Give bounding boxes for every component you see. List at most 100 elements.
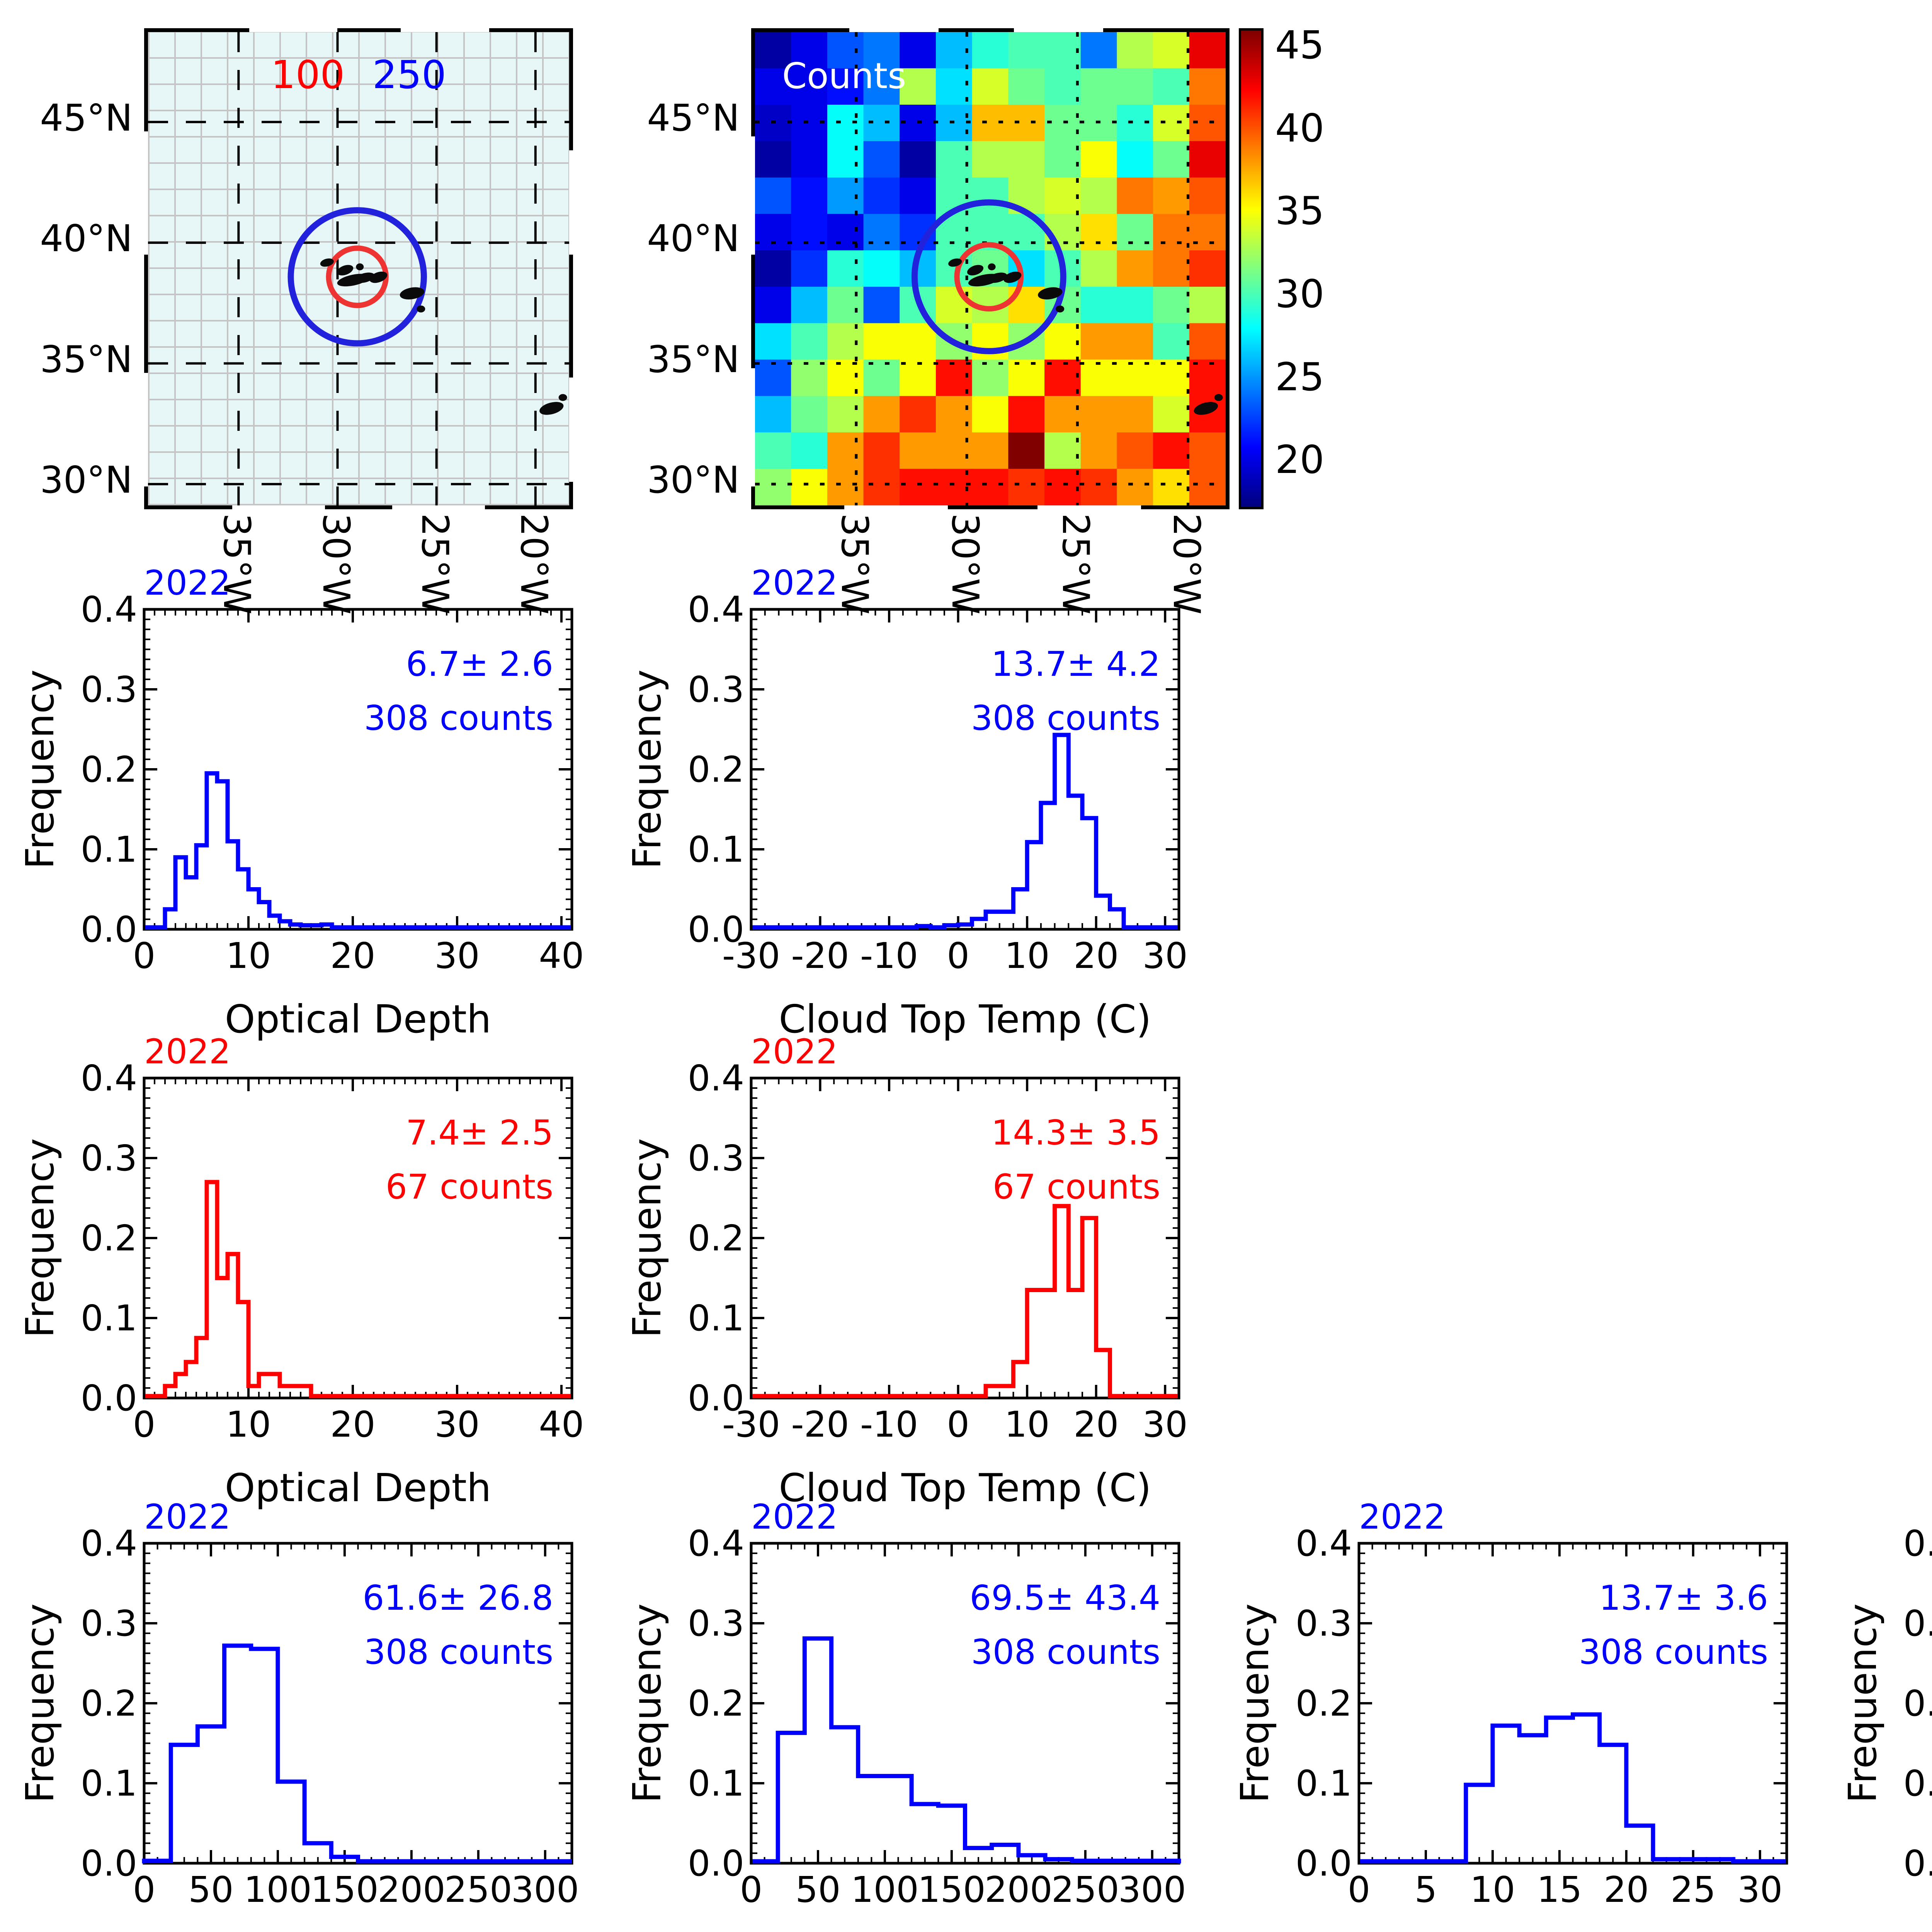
island-marker <box>1056 305 1065 313</box>
y-tick-label: 0.4 <box>1903 1523 1932 1564</box>
y-tick-label: 0.2 <box>81 1218 137 1259</box>
x-tick-label: 0 <box>740 1869 763 1910</box>
frequency-axis-label: Frequency <box>17 670 63 869</box>
heatmap-cell <box>900 432 936 469</box>
heatmap-cell <box>1153 177 1190 214</box>
y-tick-label: 0.3 <box>1903 1603 1932 1644</box>
colorbar-tick-label: 25 <box>1275 354 1325 400</box>
x-tick-label: 20 <box>330 1404 375 1445</box>
heatmap-cell <box>1189 250 1226 287</box>
x-tick-label: 40 <box>539 935 584 976</box>
colorbar-tick-label: 45 <box>1275 22 1325 68</box>
heatmap-cell <box>1189 68 1226 105</box>
histogram-panel: -30 -20 -10 0 10 20 30 0.0 0.1 0.2 0.3 0.4 2022 13.7±… <box>624 559 1203 1077</box>
x-tick-label: -20 <box>791 935 849 976</box>
heatmap-cell <box>791 432 828 469</box>
radius-circle-100km <box>954 242 1024 312</box>
frequency-axis-label: Frequency <box>1232 1604 1277 1803</box>
heatmap-cell <box>863 323 900 360</box>
colorbar-tick-label: 35 <box>1275 188 1325 234</box>
heatmap-cell <box>1044 359 1081 396</box>
heatmap-cell <box>1080 359 1117 396</box>
heatmap-cell <box>1189 469 1226 505</box>
x-tick-label: 100 <box>244 1869 312 1910</box>
heatmap-cell <box>827 250 864 287</box>
heatmap-cell <box>900 323 936 360</box>
histogram-step-line <box>142 1643 572 1864</box>
heatmap-cell <box>755 396 792 433</box>
histogram-step-line <box>1360 1712 1786 1864</box>
counts-map-title: Counts <box>782 55 906 97</box>
island-marker <box>400 287 425 299</box>
heatmap-cell <box>755 323 792 360</box>
heatmap-cell <box>791 359 828 396</box>
x-tick-label: 30 <box>1143 935 1188 976</box>
heatmap-cell <box>1080 469 1117 505</box>
heatmap-cell <box>755 214 792 251</box>
heatmap-cell <box>972 68 1009 105</box>
y-tick-label: 0.2 <box>1296 1683 1352 1724</box>
map-counts-panel: Counts <box>751 28 1230 509</box>
x-tick-label: 50 <box>795 1869 840 1910</box>
x-axis-label: Nd (cm-3) <box>868 1930 1061 1932</box>
stats-mean: 13.7± 4.2 <box>991 644 1160 684</box>
heatmap-cell <box>1117 287 1154 324</box>
frame-segment <box>751 368 755 486</box>
stats-counts: 308 counts <box>364 1632 553 1672</box>
heatmap-cell <box>900 141 936 178</box>
heatmap-cell <box>755 287 792 324</box>
x-tick-label: 20 <box>1604 1869 1649 1910</box>
histogram-plot: 0.00.20.40.60.80.00.10.20.30.420220.168±… <box>1840 1523 1932 1884</box>
y-tick-label: 0.4 <box>81 1058 137 1099</box>
stats-mean: 61.6± 26.8 <box>362 1578 553 1618</box>
heatmap-cell <box>755 432 792 469</box>
heatmap-cell <box>900 68 936 105</box>
heatmap-cell <box>1008 32 1045 69</box>
x-tick-label: 0 <box>947 1404 969 1445</box>
heatmap-cell <box>1189 32 1226 69</box>
frame-segment <box>1014 28 1104 32</box>
histogram-panel: 0 5 10 15 20 25 30 0.0 0.1 0.2 0.3 0.4 2022 13.7± 3.6… <box>1231 1493 1811 1932</box>
y-tick-label: 0.0 <box>81 1378 137 1419</box>
heatmap-cell <box>1008 141 1045 178</box>
heatmap-cell <box>755 469 792 505</box>
y-tick-label: 0.0 <box>688 1378 744 1419</box>
heatmap-cell <box>863 469 900 505</box>
heatmap-cell <box>827 359 864 396</box>
y-tick-label: 0.2 <box>688 1683 744 1724</box>
x-axis-label: Cloud Top Temp (C) <box>779 997 1151 1042</box>
counts-colorbar <box>1239 28 1264 509</box>
panel-title: 2022 <box>144 563 231 603</box>
y-tick-label: 0.0 <box>1903 1843 1932 1884</box>
lat-tick-label: 45°N <box>647 97 740 139</box>
x-tick-label: 250 <box>1051 1869 1119 1910</box>
island-marker <box>1214 394 1223 401</box>
heatmap-cell <box>827 104 864 142</box>
island-marker <box>356 263 364 270</box>
y-tick-label: 0.4 <box>688 589 744 630</box>
frame-segment <box>849 28 939 32</box>
x-tick-label: 50 <box>188 1869 233 1910</box>
histogram-panel: 0 50 100 150 200 250 300 0.0 0.1 0.2 0.3 0.4 2022 69.… <box>624 1493 1203 1932</box>
x-tick-label: 20 <box>1073 1404 1119 1445</box>
island-marker <box>967 265 984 276</box>
y-tick-label: 0.1 <box>1903 1763 1932 1804</box>
heatmap-cell <box>1080 141 1117 178</box>
island-marker <box>320 258 334 267</box>
heatmap-cell <box>1044 432 1081 469</box>
island-marker <box>417 305 425 313</box>
heatmap-cell <box>791 323 828 360</box>
histogram-step-line <box>752 1636 1181 1864</box>
y-tick-label: 0.3 <box>688 1138 744 1179</box>
heatmap-cell <box>1153 396 1190 433</box>
lat-tick-label: 30°N <box>647 459 740 502</box>
heatmap-cell <box>791 469 828 505</box>
heatmap-cell <box>1153 323 1190 360</box>
heatmap-cell <box>863 68 900 105</box>
frame-segment <box>249 28 338 32</box>
y-tick-label: 0.0 <box>81 1843 137 1884</box>
heatmap-cell <box>1008 359 1045 396</box>
y-tick-label: 0.4 <box>1296 1523 1352 1564</box>
